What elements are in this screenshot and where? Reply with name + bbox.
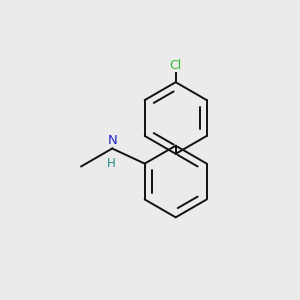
Text: N: N [107,134,117,147]
Text: Cl: Cl [169,59,182,72]
Text: H: H [107,157,116,170]
